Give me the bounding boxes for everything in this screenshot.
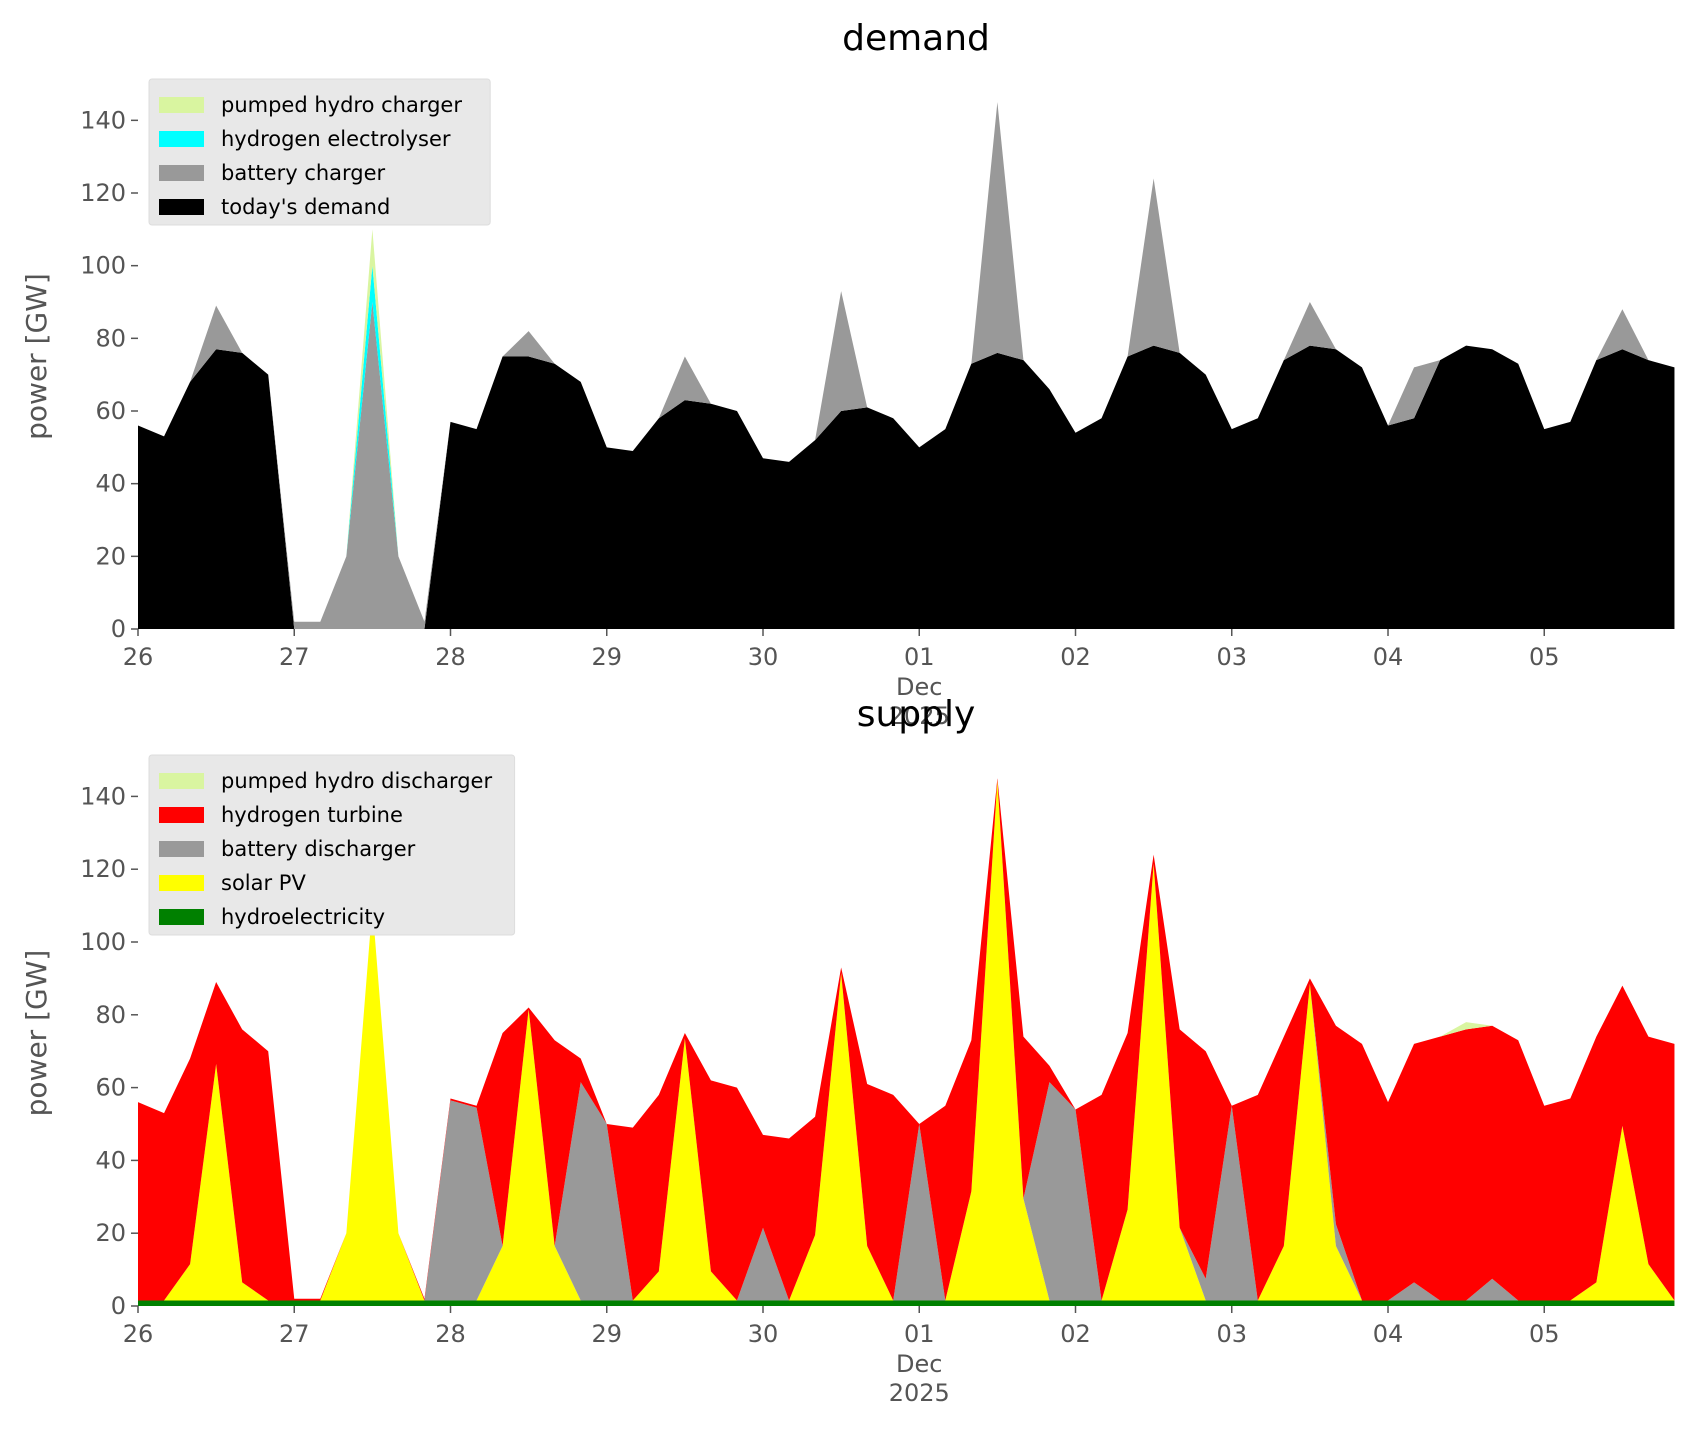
legend-box (148, 78, 491, 226)
legend-label: pumped hydro charger (221, 93, 462, 117)
legend-swatch (159, 807, 204, 823)
y-tick-label: 80 (95, 324, 126, 352)
chart-title: demand (842, 18, 990, 59)
x-sublabel: 2025 (889, 702, 950, 730)
x-tick-label: 27 (279, 643, 310, 671)
y-tick-label: 100 (80, 928, 126, 956)
x-sublabel: Dec (896, 673, 942, 701)
x-tick-label: 02 (1060, 643, 1091, 671)
x-tick-label: 26 (123, 1320, 154, 1348)
x-tick-label: 30 (748, 1320, 779, 1348)
legend-swatch (159, 841, 204, 857)
x-tick-label: 05 (1529, 643, 1560, 671)
area (138, 345, 1675, 629)
legend: pumped hydro discharger hydrogen turbine b… (148, 754, 516, 936)
x-tick-label: 04 (1373, 1320, 1404, 1348)
y-tick-label: 60 (95, 1074, 126, 1102)
y-tick-label: 40 (95, 470, 126, 498)
legend-swatch (159, 97, 204, 113)
y-tick-label: 20 (95, 542, 126, 570)
y-axis-label: power [GW] (20, 950, 53, 1117)
x-sublabel: 2025 (889, 1379, 950, 1407)
y-tick-label: 20 (95, 1219, 126, 1247)
y-tick-label: 60 (95, 397, 126, 425)
x-tick-label: 30 (748, 643, 779, 671)
legend-label: hydrogen turbine (221, 803, 403, 827)
x-tick-label: 29 (591, 1320, 622, 1348)
x-tick-label: 04 (1373, 643, 1404, 671)
y-tick-label: 120 (80, 179, 126, 207)
legend-swatch (159, 199, 204, 215)
x-tick-label: 05 (1529, 1320, 1560, 1348)
x-sublabel: Dec (896, 1350, 942, 1378)
area (138, 1300, 1675, 1306)
legend-label: hydrogen electrolyser (221, 127, 451, 151)
x-tick-label: 28 (435, 643, 466, 671)
x-tick-label: 01 (904, 1320, 935, 1348)
x-tick-label: 29 (591, 643, 622, 671)
legend-label: battery charger (221, 161, 386, 185)
x-tick-label: 03 (1216, 1320, 1247, 1348)
legend-swatch (159, 909, 204, 925)
legend-label: today's demand (221, 195, 390, 219)
x-tick-label: 02 (1060, 1320, 1091, 1348)
legend-box (148, 754, 516, 936)
y-tick-label: 100 (80, 252, 126, 280)
y-tick-label: 80 (95, 1001, 126, 1029)
y-tick-label: 0 (111, 615, 126, 643)
area (138, 780, 1675, 1301)
legend-swatch (159, 773, 204, 789)
legend-label: battery discharger (221, 837, 416, 861)
legend-label: hydroelectricity (221, 905, 385, 929)
legend: pumped hydro charger hydrogen electrolyse… (148, 78, 491, 226)
legend-swatch (159, 165, 204, 181)
chart-title: supply (857, 694, 976, 735)
x-tick-label: 27 (279, 1320, 310, 1348)
y-tick-label: 40 (95, 1146, 126, 1174)
area (138, 778, 1675, 1301)
x-tick-label: 26 (123, 643, 154, 671)
y-tick-label: 140 (80, 106, 126, 134)
x-tick-label: 01 (904, 643, 935, 671)
y-axis-label: power [GW] (20, 273, 53, 440)
legend-swatch (159, 875, 204, 891)
legend-label: solar PV (221, 871, 306, 895)
legend-swatch (159, 131, 204, 147)
y-tick-label: 140 (80, 782, 126, 810)
y-tick-label: 0 (111, 1292, 126, 1320)
x-tick-label: 03 (1216, 643, 1247, 671)
y-tick-label: 120 (80, 855, 126, 883)
legend-label: pumped hydro discharger (221, 769, 492, 793)
x-tick-label: 28 (435, 1320, 466, 1348)
